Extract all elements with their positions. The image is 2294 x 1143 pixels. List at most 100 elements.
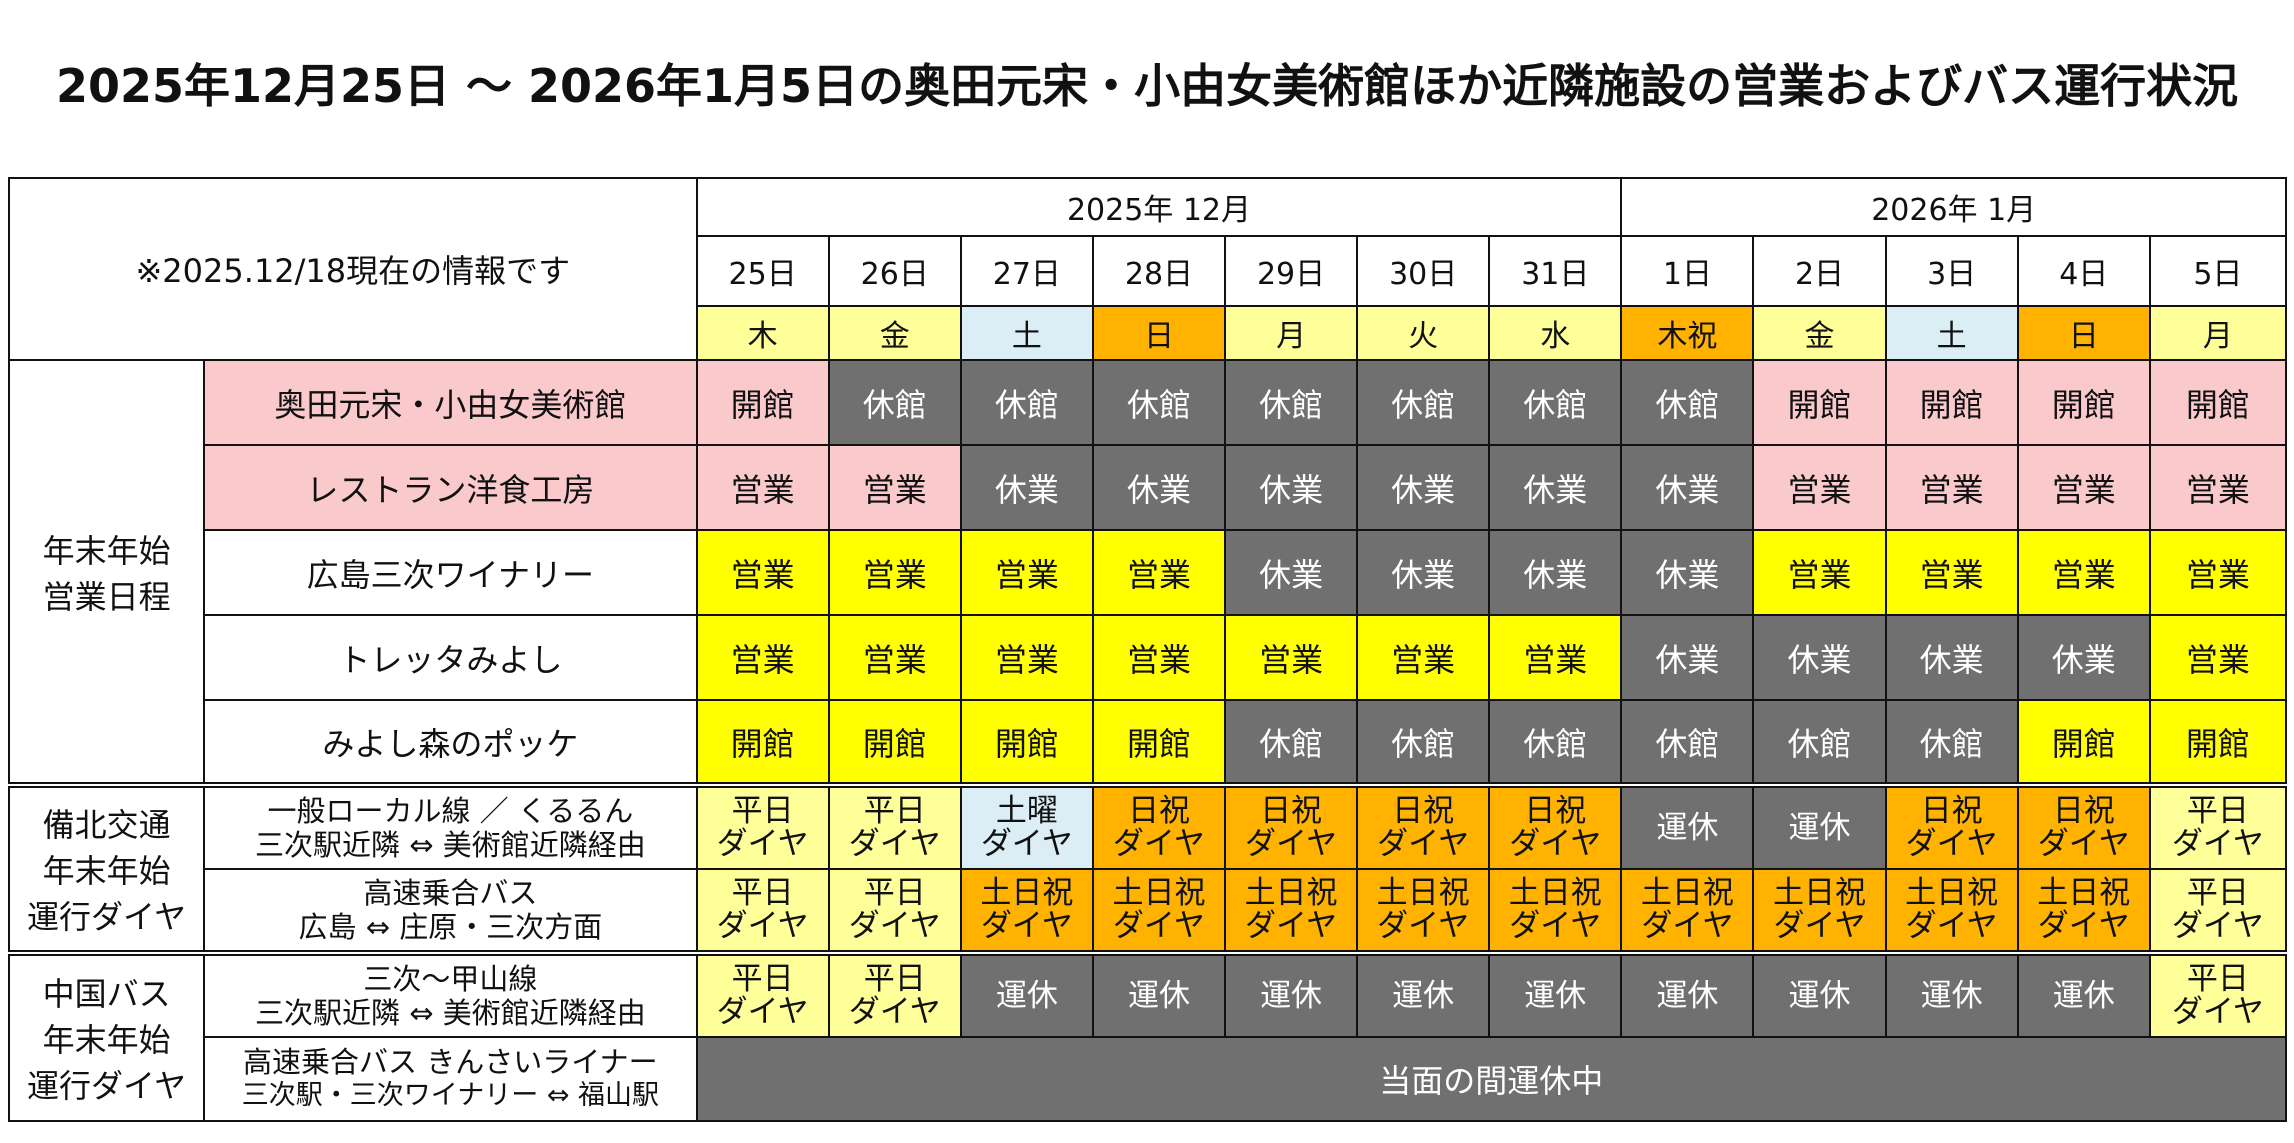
timetable-cell: 土日祝 ダイヤ <box>1884 868 2019 954</box>
timetable-cell-line: 土日祝 <box>1244 875 1338 911</box>
timetable-cell: 土日祝 ダイヤ <box>1620 868 1755 954</box>
status-cell: 休館 <box>827 359 962 446</box>
timetable-cell-line: 土日祝 <box>1112 875 1206 911</box>
timetable-cell-line: 日祝 <box>1524 793 1587 829</box>
facility-name: トレッタみよし <box>203 614 698 701</box>
status-cell: 営業 <box>695 529 830 616</box>
facility-row: 年末年始 営業日程 奥田元宋・小由女美術館 開館 休館 休館 休館 休館 休館 休館 休館 開館 開館開… <box>7 359 2288 786</box>
timetable-cell: 土日祝 ダイヤ <box>1488 868 1623 954</box>
timetable-cell-line: ダイヤ <box>1377 908 1470 944</box>
status-cell: 営業 <box>695 614 830 701</box>
status-cell: 休館 <box>1356 699 1491 786</box>
day-header: 29日 <box>1224 235 1359 307</box>
timetable-cell: 土日祝 ダイヤ <box>1356 868 1491 954</box>
weekday-header: 月 <box>2148 305 2288 361</box>
status-cell: 休業 <box>1224 444 1359 531</box>
timetable-cell: 運休 <box>1620 782 1755 870</box>
status-cell: 開館 <box>827 699 962 786</box>
route-name-line: 広島 ⇔ 庄原・三次方面 <box>298 910 603 944</box>
timetable-cell-line: ダイヤ <box>716 994 809 1030</box>
status-cell: 休館 <box>1224 699 1359 786</box>
status-cell: 営業 <box>827 614 962 701</box>
timetable-cell-line: 平日 <box>731 793 794 829</box>
month-header: 2026年 1月 <box>1620 177 2287 237</box>
timetable-cell: 平日 ダイヤ <box>695 950 830 1038</box>
timetable-cell: 日祝 ダイヤ <box>2016 782 2151 870</box>
weekday-header: 土 <box>1884 305 2019 361</box>
header-months-row: ※2025.12/18現在の情報です 2025年 12月 2026年 1月 <box>8 177 2287 361</box>
timetable-cell-line: 平日 <box>731 961 794 997</box>
timetable-cell-line: ダイヤ <box>1245 908 1338 944</box>
timetable-cell-line: 運休 <box>1524 977 1587 1014</box>
route-name-line: 三次～甲山線 <box>363 962 538 996</box>
timetable-cell: 土日祝 ダイヤ <box>1752 868 1887 954</box>
status-cell: 休館 <box>1488 359 1623 446</box>
timetable-cell-line: 土日祝 <box>980 875 1074 911</box>
timetable-cell-line: 日祝 <box>1260 793 1323 829</box>
weekday-header: 日 <box>2016 305 2151 361</box>
day-header: 28日 <box>1091 235 1227 307</box>
group-label-line: 中国バス <box>42 975 171 1013</box>
timetable-cell: 運休 <box>1752 782 1887 870</box>
timetable-cell-line: 日祝 <box>2052 793 2115 829</box>
timetable-cell-line: ダイヤ <box>980 908 1073 944</box>
status-cell: 開館 <box>2148 359 2288 446</box>
timetable-cell-line: 土日祝 <box>1508 875 1602 911</box>
group-label-line: 年末年始 <box>42 531 171 570</box>
status-cell: 休館 <box>1224 359 1359 446</box>
bus-route-row: 高速乗合バス 広島 ⇔ 庄原・三次方面 平日 ダイヤ 平日 ダイヤ 土日祝 ダイヤ 土日祝 ダイヤ… <box>9 868 2288 954</box>
timetable-cell-line: ダイヤ <box>1112 908 1205 944</box>
timetable-cell-line: ダイヤ <box>2037 826 2130 862</box>
status-cell: 休館 <box>1884 699 2019 786</box>
status-cell: 休業 <box>1620 614 1755 701</box>
timetable-cell: 平日 ダイヤ <box>695 868 830 954</box>
timetable-cell-line: ダイヤ <box>716 908 809 944</box>
status-cell: 休館 <box>959 359 1094 446</box>
timetable-cell: 平日 ダイヤ <box>695 782 830 870</box>
facility-row: みよし森のポッケ 開館 開館 開館 開館 休館 休館 休館 休館 休館 休館 開館 開館 <box>9 699 2288 786</box>
status-cell: 営業 <box>1884 529 2019 616</box>
timetable-cell: 土日祝 ダイヤ <box>2016 868 2151 954</box>
timetable-cell-line: 運休 <box>1392 977 1455 1014</box>
timetable-cell-line: ダイヤ <box>1245 826 1338 862</box>
timetable-cell-line: 運休 <box>995 977 1058 1014</box>
day-header: 26日 <box>827 235 962 307</box>
status-cell: 開館 <box>1091 699 1227 786</box>
timetable-cell-line: 平日 <box>863 961 926 997</box>
route-name-line: 高速乗合バス <box>363 876 538 910</box>
timetable-cell: 日祝 ダイヤ <box>1356 782 1491 870</box>
weekday-header: 水 <box>1488 305 1623 361</box>
route-name: 一般ローカル線 ／ くるるん 三次駅近隣 ⇔ 美術館近隣経由 <box>203 782 698 870</box>
status-cell: 営業 <box>1752 444 1887 531</box>
timetable-cell: 土日祝 ダイヤ <box>959 868 1094 954</box>
status-cell: 開館 <box>1752 359 1887 446</box>
timetable-cell: 運休 <box>1356 950 1491 1038</box>
day-header: 2日 <box>1752 235 1887 307</box>
timetable-cell-line: ダイヤ <box>848 908 941 944</box>
header-days-row: 25日 26日 27日 28日 29日 30日 31日 1日 2日 3日 4日 5日 <box>9 235 2288 307</box>
weekday-header: 木祝 <box>1620 305 1755 361</box>
timetable-cell-line: ダイヤ <box>2171 994 2264 1030</box>
timetable-cell-line: ダイヤ <box>1112 826 1205 862</box>
timetable-cell-line: 土日祝 <box>2037 875 2131 911</box>
group-label-line: 運行ダイヤ <box>27 898 187 936</box>
timetable-cell: 平日 ダイヤ <box>827 782 962 870</box>
timetable-cell-line: 平日 <box>2186 793 2249 829</box>
status-cell: 営業 <box>1488 614 1623 701</box>
timetable-cell-line: 運休 <box>1127 977 1190 1014</box>
status-cell: 営業 <box>1752 529 1887 616</box>
status-cell: 休業 <box>959 444 1094 531</box>
status-cell: 営業 <box>695 444 830 531</box>
timetable-cell: 平日 ダイヤ <box>2148 950 2288 1038</box>
timetable-cell-line: 平日 <box>2186 961 2249 997</box>
timetable-cell-line: 日祝 <box>1127 793 1190 829</box>
status-cell: 営業 <box>959 529 1094 616</box>
timetable-cell: 日祝 ダイヤ <box>1884 782 2019 870</box>
timetable-cell-line: 運休 <box>1656 809 1719 846</box>
timetable-cell: 運休 <box>2016 950 2151 1038</box>
timetable-cell-line: ダイヤ <box>1377 826 1470 862</box>
status-cell: 営業 <box>2016 529 2151 616</box>
day-header: 31日 <box>1488 235 1623 307</box>
day-header: 25日 <box>695 235 830 307</box>
status-cell: 休業 <box>1224 529 1359 616</box>
